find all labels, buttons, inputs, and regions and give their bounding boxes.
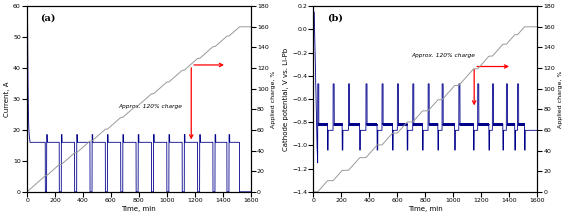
X-axis label: Time, min: Time, min	[408, 206, 443, 212]
Y-axis label: Current, A: Current, A	[4, 81, 10, 117]
Text: Approx. 120% charge: Approx. 120% charge	[118, 104, 182, 109]
Text: (b): (b)	[327, 14, 343, 23]
X-axis label: Time, min: Time, min	[121, 206, 156, 212]
Text: (a): (a)	[40, 14, 56, 23]
Y-axis label: Cathode potential, V vs. Li-Pb: Cathode potential, V vs. Li-Pb	[284, 48, 289, 151]
Y-axis label: Applied charge, %: Applied charge, %	[558, 70, 563, 128]
Text: Approx. 120% charge: Approx. 120% charge	[411, 53, 475, 58]
Y-axis label: Applied charge, %: Applied charge, %	[272, 70, 276, 128]
